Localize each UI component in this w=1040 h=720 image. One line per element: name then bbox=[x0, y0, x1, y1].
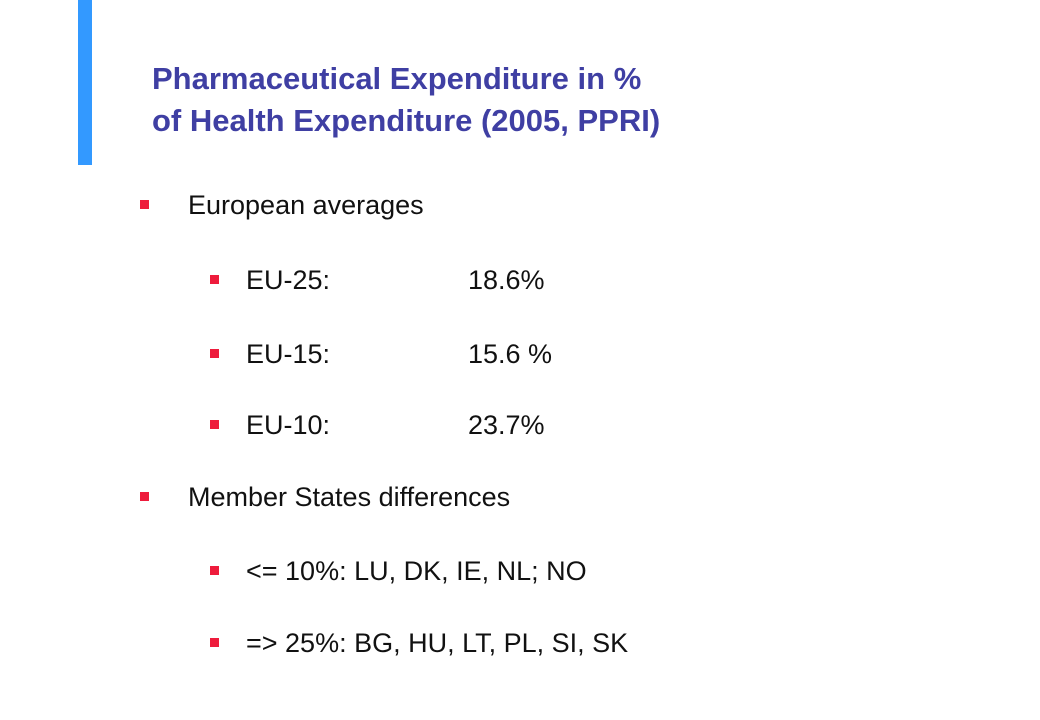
sub-bullet-label: => 25%: BG, HU, LT, PL, SI, SK bbox=[246, 628, 629, 658]
square-bullet-icon bbox=[140, 492, 149, 501]
sub-bullet-value: 18.6% bbox=[468, 265, 545, 295]
bullet-label: Member States differences bbox=[188, 482, 511, 512]
slide-title: Pharmaceutical Expenditure in % of Healt… bbox=[152, 58, 660, 142]
sub-bullet-label: <= 10%: LU, DK, IE, NL; NO bbox=[246, 556, 587, 586]
square-bullet-icon bbox=[210, 638, 219, 647]
bullet-label: European averages bbox=[188, 190, 424, 220]
slide-title-line-2: of Health Expenditure (2005, PPRI) bbox=[152, 103, 661, 138]
square-bullet-icon bbox=[210, 349, 219, 358]
square-bullet-icon bbox=[210, 566, 219, 575]
square-bullet-icon bbox=[210, 275, 219, 284]
sub-bullet-label: EU-10: bbox=[246, 410, 331, 440]
sub-bullet-label: EU-15: bbox=[246, 339, 331, 369]
sub-bullet-value: 15.6 % bbox=[468, 339, 553, 369]
square-bullet-icon bbox=[140, 200, 149, 209]
sub-bullet-label: EU-25: bbox=[246, 265, 331, 295]
sub-bullet-value: 23.7% bbox=[468, 410, 545, 440]
accent-bar bbox=[78, 0, 92, 165]
slide-title-line-1: Pharmaceutical Expenditure in % bbox=[152, 61, 642, 96]
square-bullet-icon bbox=[210, 420, 219, 429]
